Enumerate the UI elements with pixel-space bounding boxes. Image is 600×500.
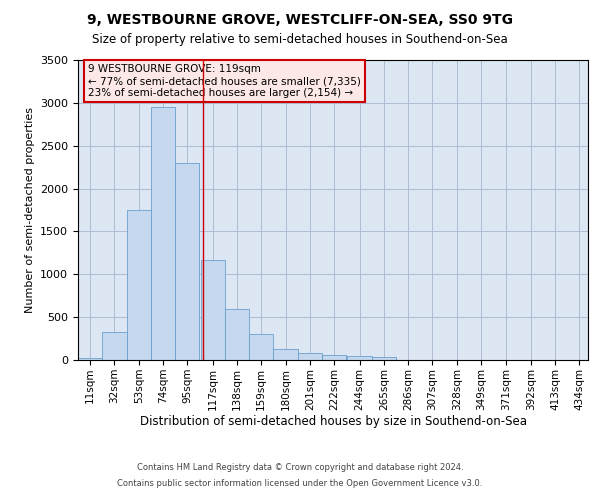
Bar <box>322 355 346 360</box>
Bar <box>102 332 127 360</box>
Text: 9 WESTBOURNE GROVE: 119sqm
← 77% of semi-detached houses are smaller (7,335)
23%: 9 WESTBOURNE GROVE: 119sqm ← 77% of semi… <box>88 64 361 98</box>
Text: Size of property relative to semi-detached houses in Southend-on-Sea: Size of property relative to semi-detach… <box>92 32 508 46</box>
Bar <box>127 210 151 360</box>
Bar <box>175 163 199 360</box>
Text: Contains public sector information licensed under the Open Government Licence v3: Contains public sector information licen… <box>118 478 482 488</box>
Bar <box>347 356 372 360</box>
Bar <box>225 308 249 360</box>
Bar <box>274 349 298 360</box>
Text: Contains HM Land Registry data © Crown copyright and database right 2024.: Contains HM Land Registry data © Crown c… <box>137 464 463 472</box>
Bar <box>78 358 102 360</box>
X-axis label: Distribution of semi-detached houses by size in Southend-on-Sea: Distribution of semi-detached houses by … <box>139 416 527 428</box>
Bar <box>151 107 175 360</box>
Bar <box>298 353 322 360</box>
Bar <box>249 334 274 360</box>
Text: 9, WESTBOURNE GROVE, WESTCLIFF-ON-SEA, SS0 9TG: 9, WESTBOURNE GROVE, WESTCLIFF-ON-SEA, S… <box>87 12 513 26</box>
Bar <box>372 358 396 360</box>
Bar <box>200 260 225 360</box>
Y-axis label: Number of semi-detached properties: Number of semi-detached properties <box>25 107 35 313</box>
